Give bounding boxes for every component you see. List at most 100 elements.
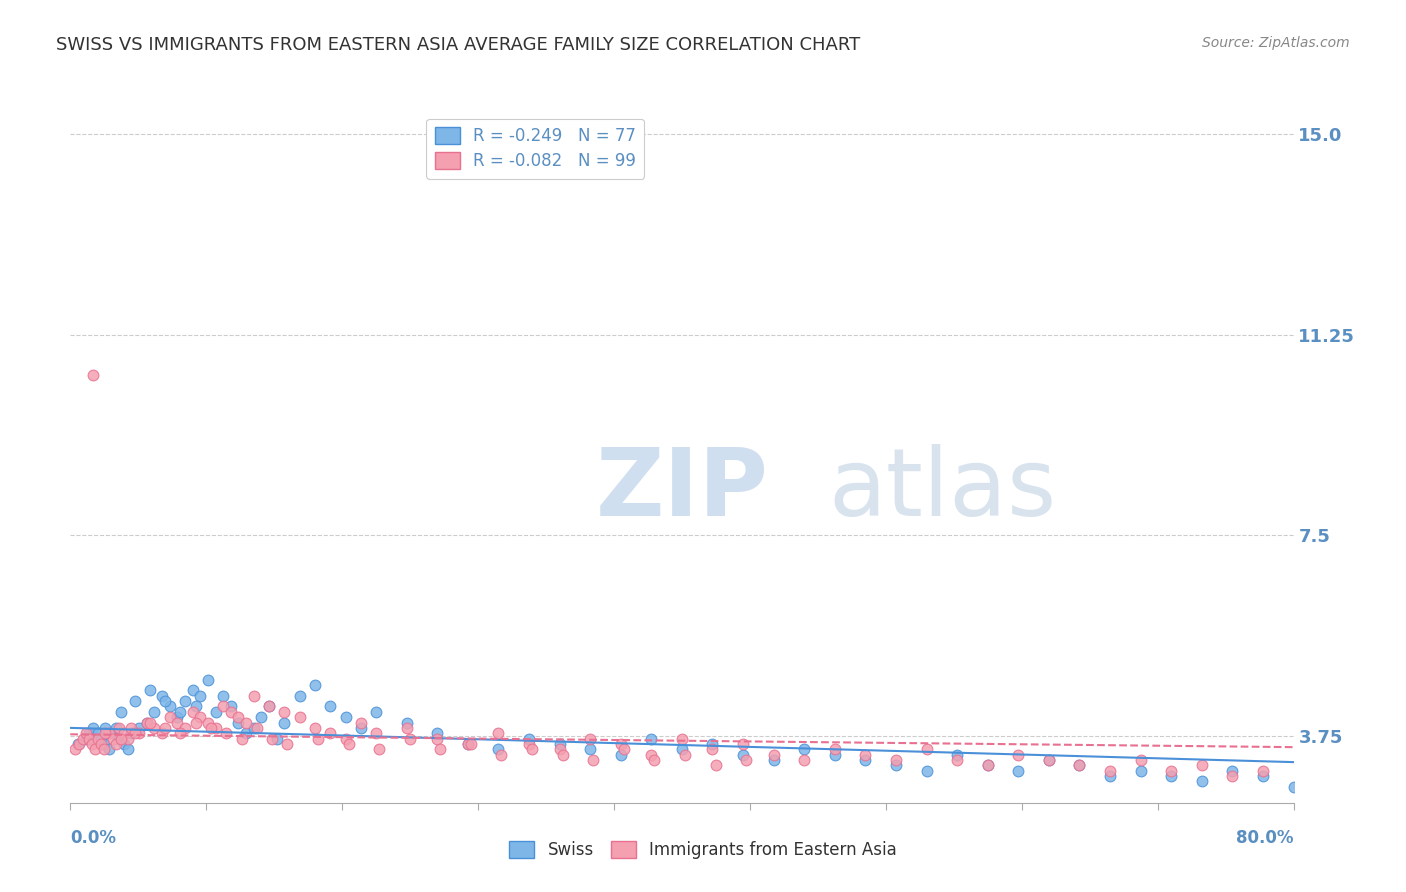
- Point: [101, 731, 124, 746]
- Point: [579, 742, 602, 756]
- Point: [112, 726, 135, 740]
- Point: [72, 731, 94, 746]
- Point: [150, 726, 173, 740]
- Point: [946, 747, 969, 762]
- Point: [488, 726, 510, 740]
- Point: [204, 721, 226, 735]
- Point: [110, 731, 132, 746]
- Point: [128, 726, 150, 740]
- Point: [77, 726, 100, 740]
- Point: [793, 742, 815, 756]
- Point: [166, 710, 188, 724]
- Point: [977, 758, 1000, 772]
- Point: [548, 737, 571, 751]
- Point: [640, 747, 662, 762]
- Point: [110, 705, 132, 719]
- Point: [1129, 753, 1152, 767]
- Point: [108, 721, 131, 735]
- Point: [307, 731, 329, 746]
- Point: [610, 747, 633, 762]
- Point: [121, 721, 143, 735]
- Point: [169, 705, 191, 719]
- Point: [671, 731, 693, 746]
- Point: [117, 742, 139, 756]
- Point: [63, 742, 86, 756]
- Text: SWISS VS IMMIGRANTS FROM EASTERN ASIA AVERAGE FAMILY SIZE CORRELATION CHART: SWISS VS IMMIGRANTS FROM EASTERN ASIA AV…: [56, 36, 860, 54]
- Point: [139, 715, 162, 730]
- Point: [704, 758, 727, 772]
- Point: [128, 721, 150, 735]
- Point: [1099, 769, 1122, 783]
- Point: [1038, 753, 1060, 767]
- Point: [582, 753, 605, 767]
- Point: [350, 715, 373, 730]
- Legend: Swiss, Immigrants from Eastern Asia: Swiss, Immigrants from Eastern Asia: [503, 834, 903, 866]
- Point: [304, 721, 326, 735]
- Point: [108, 731, 131, 746]
- Point: [1222, 769, 1244, 783]
- Point: [884, 753, 907, 767]
- Point: [93, 742, 115, 756]
- Point: [429, 742, 451, 756]
- Point: [1222, 764, 1244, 778]
- Point: [579, 731, 602, 746]
- Point: [257, 699, 280, 714]
- Point: [139, 683, 162, 698]
- Point: [671, 742, 693, 756]
- Point: [153, 721, 176, 735]
- Point: [824, 747, 846, 762]
- Point: [702, 737, 724, 751]
- Point: [228, 715, 250, 730]
- Point: [215, 726, 238, 740]
- Point: [491, 747, 513, 762]
- Point: [1069, 758, 1091, 772]
- Point: [366, 705, 388, 719]
- Point: [733, 747, 755, 762]
- Point: [824, 742, 846, 756]
- Point: [915, 764, 938, 778]
- Point: [977, 758, 1000, 772]
- Point: [174, 694, 197, 708]
- Point: [1160, 764, 1182, 778]
- Point: [135, 715, 157, 730]
- Point: [212, 699, 235, 714]
- Point: [1191, 774, 1213, 789]
- Point: [273, 705, 295, 719]
- Point: [246, 721, 269, 735]
- Point: [87, 731, 110, 746]
- Point: [174, 721, 197, 735]
- Point: [1251, 764, 1274, 778]
- Point: [613, 742, 636, 756]
- Point: [319, 699, 342, 714]
- Point: [143, 705, 166, 719]
- Point: [124, 694, 146, 708]
- Point: [159, 699, 181, 714]
- Point: [335, 710, 357, 724]
- Point: [273, 715, 295, 730]
- Point: [319, 726, 342, 740]
- Point: [337, 737, 360, 751]
- Point: [793, 753, 815, 767]
- Point: [159, 710, 181, 724]
- Point: [94, 721, 117, 735]
- Point: [457, 737, 479, 751]
- Point: [90, 731, 112, 746]
- Point: [197, 715, 219, 730]
- Point: [117, 731, 139, 746]
- Point: [169, 726, 191, 740]
- Point: [166, 715, 188, 730]
- Point: [1191, 758, 1213, 772]
- Point: [520, 742, 543, 756]
- Point: [398, 731, 420, 746]
- Point: [219, 705, 242, 719]
- Point: [200, 721, 222, 735]
- Point: [243, 721, 266, 735]
- Point: [235, 726, 257, 740]
- Text: 80.0%: 80.0%: [1236, 830, 1294, 847]
- Point: [335, 731, 357, 746]
- Point: [762, 753, 785, 767]
- Point: [1160, 769, 1182, 783]
- Text: Source: ZipAtlas.com: Source: ZipAtlas.com: [1202, 36, 1350, 50]
- Point: [184, 715, 207, 730]
- Point: [640, 731, 662, 746]
